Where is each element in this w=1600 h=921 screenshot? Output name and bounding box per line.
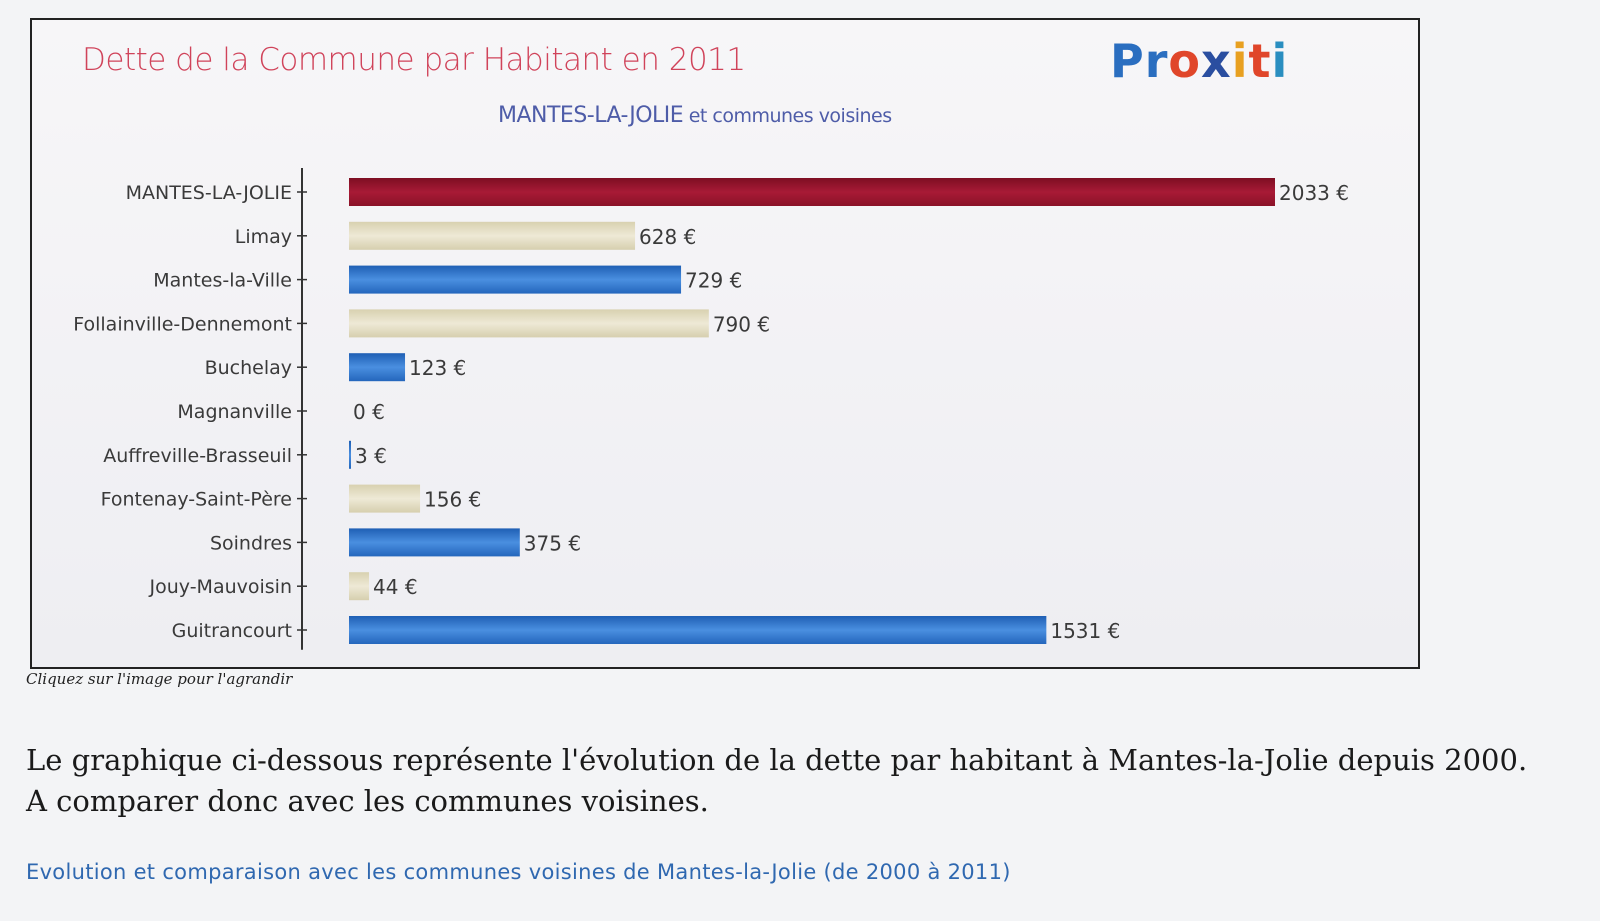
category-label: Magnanville [177,401,292,423]
chart-subtitle-rest: et communes voisines [683,105,892,127]
chart-title: Dette de la Commune par Habitant en 2011 [82,42,746,78]
value-label: 790 € [713,312,770,336]
value-label: 123 € [409,356,466,380]
bar [349,309,709,338]
category-label: Guitrancourt [172,620,292,642]
bar [349,484,421,513]
value-label: 729 € [685,269,742,293]
logo-letter: r [1144,34,1169,88]
value-label: 156 € [424,488,481,512]
chart-image[interactable]: Dette de la Commune par Habitant en 2011… [30,18,1420,669]
category-label: Mantes-la-Ville [153,270,292,292]
category-label: Jouy-Mauvoisin [149,576,292,598]
category-label: Soindres [210,532,292,554]
category-label: Limay [235,226,292,248]
category-label: MANTES-LA-JOLIE [126,182,292,204]
bar-chart: MANTES-LA-JOLIE 2033 € Limay 628 € Mantes-la… [73,168,1349,650]
category-label: Follainville-Dennemont [73,313,292,335]
description-paragraph: Le graphique ci-dessous représente l'évo… [26,740,1596,822]
proxiti-logo: Proxiti [1110,34,1288,88]
value-label: 44 € [373,575,418,599]
logo-letter: i [1231,34,1249,88]
bar [349,572,370,601]
bar [349,265,682,294]
category-label: Fontenay-Saint-Père [101,489,292,511]
description-line-2: A comparer donc avec les communes voisin… [26,784,709,818]
category-label: Buchelay [205,357,292,379]
chart-subtitle: MANTES-LA-JOLIE et communes voisines [498,103,892,128]
logo-letter: o [1168,34,1202,88]
logo-letter: i [1271,34,1289,88]
value-label: 1531 € [1050,619,1120,643]
chart-subtitle-main: MANTES-LA-JOLIE [498,103,684,128]
bar [349,440,351,469]
value-label: 3 € [355,444,387,468]
description-line-1: Le graphique ci-dessous représente l'évo… [26,743,1528,777]
bar [349,353,406,382]
value-label: 375 € [524,531,581,555]
logo-letter: x [1201,34,1232,88]
bar [349,221,636,250]
logo-letter: t [1248,34,1272,88]
category-label: Auffreville-Brasseuil [103,445,292,467]
value-label: 628 € [639,225,696,249]
bar [349,528,520,557]
bar [349,616,1047,644]
image-caption: Cliquez sur l'image pour l'agrandir [26,670,293,688]
logo-letter: P [1110,34,1145,88]
value-label: 2033 € [1279,181,1349,205]
evolution-link[interactable]: Evolution et comparaison avec les commun… [26,860,1011,884]
bar [349,178,1275,206]
value-label: 0 € [353,400,385,424]
